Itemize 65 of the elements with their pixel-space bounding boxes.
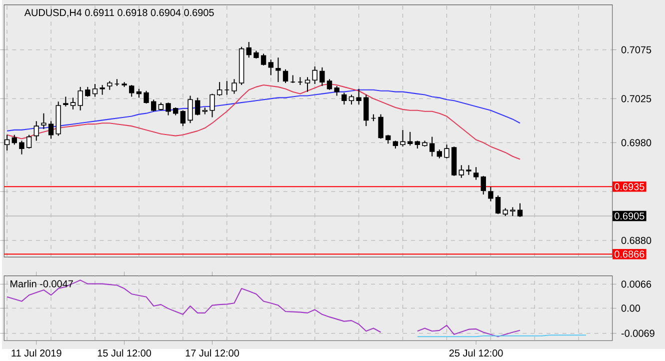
y-tick-label: 0.6980	[621, 139, 652, 146]
ref-line-label: 0.6905	[614, 212, 644, 220]
candlestick	[444, 144, 450, 159]
y-tick-label: 0.0066	[621, 280, 652, 288]
ref-line-label: 0.6866	[614, 250, 644, 258]
candlestick	[19, 140, 24, 155]
candlestick	[400, 129, 406, 148]
x-tick-label: 25 Jul 12:00	[449, 349, 503, 357]
candlestick	[180, 110, 186, 127]
candlestick	[378, 114, 384, 140]
y-tick-label: 0.6880	[621, 236, 652, 244]
candlestick	[334, 85, 340, 96]
x-tick-label: 17 Jul 12:00	[186, 349, 239, 357]
y-tick-label: -0.0069	[621, 330, 654, 337]
candlestick	[495, 194, 501, 215]
candlestick	[304, 76, 310, 92]
candlestick	[48, 120, 54, 140]
candlestick	[188, 95, 193, 124]
candlestick	[356, 88, 362, 106]
ref-line-label: 0.6935	[614, 183, 644, 190]
candlestick	[129, 84, 134, 98]
candlestick	[458, 164, 464, 178]
candlestick	[85, 86, 90, 98]
candlestick	[473, 166, 479, 180]
candlestick	[100, 84, 105, 96]
candlestick	[194, 97, 200, 116]
candlestick	[407, 131, 413, 146]
candlestick	[320, 66, 325, 86]
candlestick	[12, 134, 17, 146]
candlestick	[466, 164, 472, 176]
y-tick-label: 0.00	[621, 304, 640, 312]
x-tick-label: 15 Jul 12:00	[98, 349, 152, 357]
candlestick	[63, 96, 68, 107]
candlestick	[282, 68, 288, 84]
candlestick	[92, 83, 98, 98]
candlestick	[26, 134, 32, 150]
candlestick	[166, 102, 171, 116]
candlestick	[268, 59, 274, 76]
chart-title: AUDUSD,H4 0.6911 0.6918 0.6904 0.6905	[24, 9, 214, 18]
candlestick	[70, 97, 76, 110]
candlestick	[216, 82, 222, 96]
candlestick	[210, 93, 215, 118]
candlestick	[41, 112, 46, 130]
candlestick	[144, 90, 149, 104]
candlestick	[151, 99, 156, 112]
candlestick	[364, 94, 369, 127]
y-tick-label: 0.7075	[621, 46, 652, 54]
candlestick	[276, 57, 281, 83]
x-tick-label: 11 Jul 2019	[12, 349, 62, 357]
candlestick	[78, 86, 83, 111]
candlestick	[348, 94, 354, 106]
candlestick	[342, 92, 347, 106]
chart-title: Marlin -0.0047	[10, 280, 73, 288]
candlestick	[34, 120, 39, 142]
candlestick	[4, 134, 10, 151]
candlestick	[246, 41, 252, 58]
candlestick	[429, 136, 435, 157]
candlestick	[326, 78, 332, 90]
candlestick	[312, 66, 318, 84]
y-tick-label: 0.7025	[621, 95, 652, 102]
candlestick	[480, 175, 486, 195]
candlestick	[232, 78, 237, 94]
candlestick	[260, 53, 266, 66]
candlestick	[517, 202, 523, 218]
candlestick	[488, 186, 494, 202]
